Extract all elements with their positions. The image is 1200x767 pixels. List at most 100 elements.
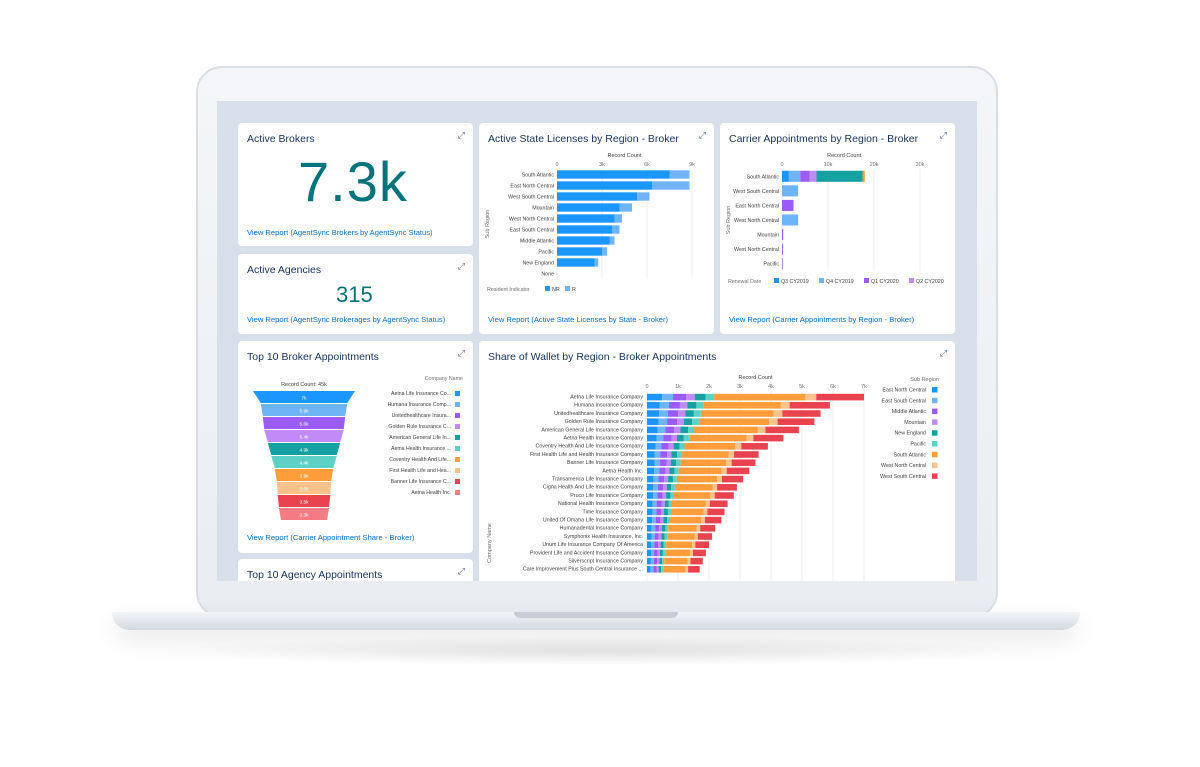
legend-label: Humana Insurance Comp... bbox=[388, 402, 451, 408]
view-report-link[interactable]: View Report (AgentSync Brokerages by Age… bbox=[247, 315, 446, 324]
legend-label: Mountain bbox=[904, 420, 926, 426]
bar-segment bbox=[705, 516, 722, 524]
expand-icon[interactable]: ⤢ bbox=[939, 348, 947, 358]
view-report-link[interactable]: View Report (AgentSync Brokers by AgentS… bbox=[247, 228, 433, 237]
bar-segment bbox=[780, 402, 790, 409]
legend-swatch bbox=[932, 462, 938, 469]
legend-label: NR bbox=[552, 287, 560, 293]
funnel-segment bbox=[262, 417, 346, 429]
x-tick-label: 0 bbox=[645, 384, 648, 390]
card-title: Active State Licenses by Region - Broker bbox=[488, 133, 679, 145]
category-label: East North Central bbox=[735, 203, 779, 209]
bar-segment bbox=[660, 516, 664, 524]
bar-segment bbox=[800, 170, 810, 182]
bar-segment bbox=[660, 451, 668, 458]
bar-segment bbox=[757, 426, 766, 434]
bar-segment bbox=[678, 410, 686, 417]
bar-segment bbox=[734, 451, 759, 458]
category-label: New England bbox=[522, 261, 554, 267]
bar-segment bbox=[721, 467, 727, 475]
view-report-link[interactable]: View Report (Carrier Appointment Share -… bbox=[247, 533, 415, 542]
legend-swatch bbox=[932, 387, 938, 393]
x-tick-label: 30k bbox=[916, 162, 925, 168]
bar-segment bbox=[674, 484, 713, 491]
x-tick-label: 6k bbox=[644, 162, 650, 168]
category-label: Cigna Health And Life Insurance Company bbox=[543, 485, 643, 491]
bar-segment bbox=[692, 418, 699, 425]
bar-segment bbox=[696, 525, 701, 532]
category-label: Humanadental Insurance Company bbox=[560, 526, 644, 532]
legend-label: Coventry Health And Life... bbox=[389, 457, 451, 463]
legend-swatch bbox=[932, 473, 938, 479]
category-label: West North Central bbox=[734, 218, 779, 224]
category-label: West South Central bbox=[733, 189, 779, 195]
legend-label: Aetna Health Inc. bbox=[411, 490, 451, 496]
bar-segment bbox=[662, 557, 665, 565]
bar-segment bbox=[726, 459, 732, 466]
legend-swatch bbox=[455, 479, 460, 484]
share-of-wallet-card: Share of Wallet by Region - Broker Appoi… bbox=[479, 341, 955, 581]
bar-segment bbox=[684, 443, 736, 450]
expand-icon[interactable]: ⤢ bbox=[457, 566, 465, 576]
legend-swatch bbox=[932, 430, 938, 436]
bar-segment bbox=[805, 393, 817, 401]
view-report-link[interactable]: View Report (Carrier Appointments by Reg… bbox=[729, 315, 915, 324]
funnel-segment bbox=[260, 404, 348, 416]
legend-swatch bbox=[774, 278, 779, 283]
bar-segment bbox=[664, 508, 668, 516]
bar-segment bbox=[701, 516, 706, 524]
funnel-segment bbox=[274, 469, 334, 481]
expand-icon[interactable]: ⤢ bbox=[457, 261, 465, 271]
bar-segment bbox=[683, 434, 690, 442]
bar-segment bbox=[647, 443, 656, 450]
bar-segment bbox=[653, 492, 658, 499]
expand-icon[interactable]: ⤢ bbox=[698, 130, 706, 140]
x-tick-label: 3k bbox=[599, 162, 605, 168]
bar-segment bbox=[664, 475, 669, 483]
bar-segment bbox=[665, 525, 669, 532]
category-label: Time Insurance Company bbox=[583, 509, 644, 515]
bar-segment bbox=[677, 434, 684, 442]
expand-icon[interactable]: ⤢ bbox=[457, 130, 465, 140]
legend-label: Banner Life Insurance C... bbox=[391, 479, 451, 485]
bar-segment bbox=[695, 541, 709, 548]
bar-segment bbox=[652, 500, 657, 507]
bar-segment bbox=[647, 566, 651, 573]
bar-segment bbox=[663, 516, 668, 524]
category-label: First Health Life and Health Insurance C… bbox=[530, 452, 643, 458]
bar-segment bbox=[680, 426, 689, 434]
expand-icon[interactable]: ⤢ bbox=[457, 348, 465, 358]
bar-segment bbox=[705, 500, 710, 507]
x-axis-title: Record Count bbox=[608, 153, 642, 159]
bar-segment bbox=[862, 170, 865, 182]
legend-swatch bbox=[819, 278, 824, 283]
bar-segment bbox=[662, 492, 667, 499]
bar-segment bbox=[659, 402, 669, 409]
bar-segment bbox=[654, 533, 659, 540]
bar-segment bbox=[663, 566, 686, 573]
bar-segment bbox=[685, 566, 689, 573]
view-report-link[interactable]: View Report (Active State Licenses by St… bbox=[488, 315, 669, 324]
state-licenses-card: Active State Licenses by Region - Broker… bbox=[479, 123, 714, 334]
bar-segment bbox=[687, 402, 697, 409]
legend-swatch bbox=[455, 446, 460, 451]
legend-title: Resident Indicator bbox=[487, 287, 530, 293]
bar-segment bbox=[656, 508, 661, 516]
expand-icon[interactable]: ⤢ bbox=[939, 130, 947, 140]
x-axis-title: Record Count bbox=[739, 375, 773, 381]
bar-segment bbox=[809, 170, 817, 182]
legend-title: Renewal Date bbox=[728, 279, 761, 285]
legend-swatch bbox=[545, 286, 550, 291]
bar-segment bbox=[658, 533, 662, 540]
x-tick-label: 6k bbox=[830, 384, 836, 390]
bar-segment bbox=[686, 393, 695, 401]
bar-segment bbox=[557, 247, 602, 256]
bar-segment bbox=[712, 484, 718, 491]
category-label: Silverscript Insurance Company bbox=[568, 559, 643, 565]
bar-segment bbox=[765, 426, 799, 434]
bar-segment bbox=[594, 258, 599, 267]
funnel-subtitle: Record Count: 45k bbox=[281, 382, 327, 388]
category-label: Transamerica Life Insurance Company bbox=[552, 477, 643, 483]
bar-segment bbox=[647, 459, 655, 466]
bar-segment bbox=[707, 508, 725, 516]
